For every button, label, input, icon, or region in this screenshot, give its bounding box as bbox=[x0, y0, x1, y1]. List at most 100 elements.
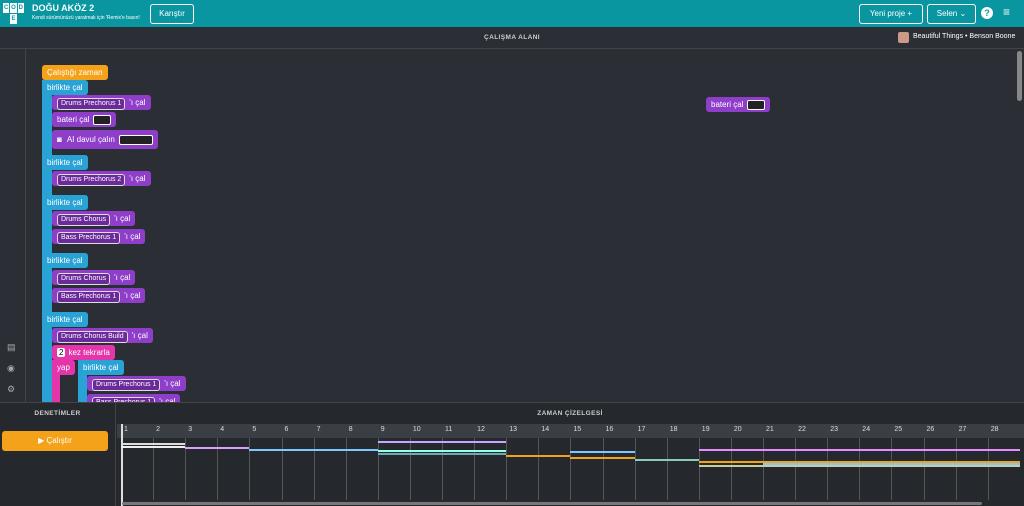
user-menu[interactable]: Selen ⌄ bbox=[927, 4, 976, 24]
menu-button[interactable]: ≡ bbox=[1003, 5, 1011, 19]
block[interactable]: Drums Chorus'ı çal bbox=[52, 211, 136, 226]
run-button[interactable]: ▶ Çalıştır bbox=[2, 431, 108, 451]
block[interactable]: Bass Prechorus 1'ı çal bbox=[52, 229, 146, 244]
block-text: AI davul çalın bbox=[66, 135, 115, 144]
measure-line bbox=[409, 438, 411, 500]
measure-line bbox=[281, 438, 283, 500]
block[interactable]: Bass Prechorus 1'ı çal bbox=[52, 288, 146, 303]
block[interactable]: birlikte çal bbox=[42, 253, 88, 268]
logo-letter: E bbox=[10, 14, 17, 24]
block[interactable]: birlikte çal bbox=[42, 195, 88, 210]
measure-line bbox=[602, 438, 604, 500]
measure-line bbox=[185, 438, 187, 500]
sidebar-icon[interactable]: ⚙ bbox=[7, 384, 16, 394]
block[interactable]: Drums Prechorus 1'ı çal bbox=[52, 95, 151, 110]
block[interactable]: Bass Prechorus 1'ı çal bbox=[87, 394, 181, 402]
measure-number: 19 bbox=[701, 426, 710, 433]
label: Çalıştır bbox=[46, 436, 72, 445]
block[interactable]: Drums Chorus Build'ı çal bbox=[52, 328, 153, 343]
measure-line bbox=[955, 438, 957, 500]
sound-chip[interactable]: Drums Chorus bbox=[57, 273, 111, 285]
block[interactable]: bateri çal bbox=[706, 97, 771, 112]
subtitle: Kendi sürümünüzü yaratmak için 'Remix'e … bbox=[32, 15, 140, 21]
help-button[interactable]: ? bbox=[981, 7, 993, 19]
measure-number: 17 bbox=[637, 426, 646, 433]
block-text: 'ı çal bbox=[164, 379, 181, 388]
timeline-clip bbox=[698, 465, 1020, 467]
scrollbar[interactable] bbox=[1017, 51, 1022, 101]
block[interactable]: birlikte çal bbox=[42, 155, 88, 170]
measure-line bbox=[377, 438, 379, 500]
sound-chip[interactable]: Drums Prechorus 2 bbox=[57, 174, 126, 186]
remix-button[interactable]: Karıştır bbox=[150, 4, 194, 24]
logo-letter: D bbox=[17, 3, 24, 13]
measure-number: 16 bbox=[605, 426, 614, 433]
block-text: kez tekrarla bbox=[68, 348, 110, 357]
measure-line bbox=[891, 438, 893, 500]
block[interactable]: birlikte çal bbox=[78, 360, 124, 375]
pattern-input[interactable] bbox=[118, 134, 153, 145]
sidebar-icon[interactable]: ◉ bbox=[7, 363, 15, 373]
measure-number: 4 bbox=[220, 426, 225, 433]
controls-title: DENETİMLER bbox=[34, 410, 81, 417]
measure-number: 1 bbox=[124, 426, 128, 433]
timeline-clip bbox=[377, 450, 507, 452]
count-input[interactable]: 2 bbox=[57, 348, 66, 357]
measure-number: 5 bbox=[252, 426, 257, 433]
measure-line bbox=[442, 438, 443, 500]
sound-chip[interactable]: Bass Prechorus 1 bbox=[57, 291, 121, 303]
block-text: 'ı çal bbox=[114, 273, 131, 282]
timeline-clip bbox=[185, 447, 250, 449]
block[interactable]: ◙ AI davul çalın bbox=[52, 130, 158, 149]
measure-number: 22 bbox=[798, 426, 806, 433]
measure-number: 2 bbox=[156, 426, 160, 433]
block[interactable]: Drums Prechorus 2'ı çal bbox=[52, 171, 151, 186]
measure-line bbox=[827, 438, 829, 500]
sound-chip[interactable]: Drums Chorus bbox=[57, 214, 111, 226]
measure-number: 24 bbox=[862, 426, 871, 433]
block-text: 'ı çal bbox=[114, 214, 131, 223]
block[interactable]: Drums Prechorus 1'ı çal bbox=[87, 376, 186, 391]
block-text: bateri çal bbox=[711, 100, 744, 109]
sidebar-icon[interactable]: ▤ bbox=[7, 342, 16, 352]
block[interactable]: birlikte çal bbox=[42, 80, 88, 95]
block-text: 'ı çal bbox=[124, 232, 141, 241]
block[interactable]: yap bbox=[52, 360, 75, 375]
sound-chip[interactable]: Drums Chorus Build bbox=[57, 331, 128, 343]
block-text: birlikte çal bbox=[47, 315, 83, 324]
timeline-clip bbox=[506, 455, 571, 457]
project-title: DOĞU AKÖZ 2 bbox=[32, 3, 95, 13]
now-playing[interactable]: Beautiful Things • Benson Boone bbox=[913, 33, 1016, 40]
block[interactable]: 2 kez tekrarla bbox=[52, 345, 115, 360]
pattern-input[interactable] bbox=[93, 114, 112, 125]
sound-chip[interactable]: Drums Prechorus 1 bbox=[57, 98, 126, 110]
timeline-clip bbox=[763, 463, 1020, 465]
divider bbox=[25, 49, 26, 402]
measure-line bbox=[730, 438, 732, 500]
measure-line bbox=[763, 438, 764, 500]
block[interactable]: Drums Chorus'ı çal bbox=[52, 270, 136, 285]
measure-number: 3 bbox=[188, 426, 193, 433]
block-text: birlikte çal bbox=[47, 158, 83, 167]
sound-chip[interactable]: Bass Prechorus 1 bbox=[57, 232, 121, 244]
measure-line bbox=[666, 438, 668, 500]
measure-number: 25 bbox=[894, 426, 903, 433]
new-project-button[interactable]: Yeni proje + bbox=[859, 4, 923, 24]
sound-chip[interactable]: Bass Prechorus 1 bbox=[92, 397, 156, 402]
block-text: yap bbox=[57, 363, 70, 372]
measure-line bbox=[987, 438, 989, 500]
block[interactable]: birlikte çal bbox=[42, 312, 88, 327]
pattern-input[interactable] bbox=[747, 99, 766, 110]
block[interactable]: Çalıştığı zaman bbox=[42, 65, 108, 80]
timeline-title: ZAMAN ÇİZELGESİ bbox=[537, 410, 603, 417]
sound-chip[interactable]: Drums Prechorus 1 bbox=[92, 379, 161, 391]
block[interactable]: bateri çal bbox=[52, 112, 117, 127]
block-text: 'ı çal bbox=[159, 397, 176, 402]
measure-line bbox=[634, 438, 636, 500]
block-text: bateri çal bbox=[57, 115, 90, 124]
playhead bbox=[121, 424, 123, 506]
block-spine bbox=[78, 360, 87, 402]
timeline-scrollbar[interactable] bbox=[122, 502, 982, 505]
